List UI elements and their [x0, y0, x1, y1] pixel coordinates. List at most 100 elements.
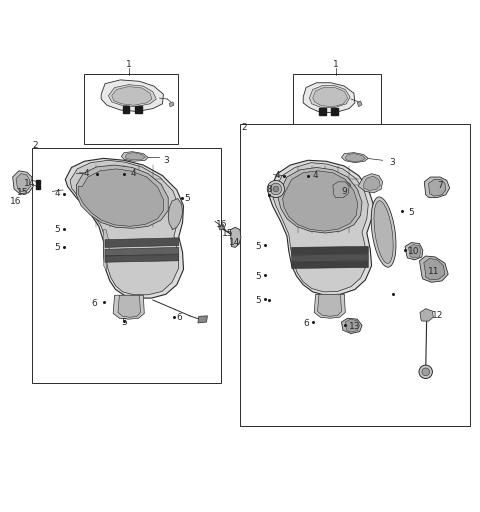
- Polygon shape: [408, 245, 421, 258]
- Text: 1: 1: [333, 60, 338, 69]
- Text: 16: 16: [216, 220, 228, 229]
- Bar: [84, 74, 178, 143]
- Polygon shape: [424, 177, 450, 198]
- Circle shape: [419, 365, 432, 378]
- Text: 5: 5: [408, 208, 414, 218]
- Polygon shape: [303, 83, 355, 113]
- Polygon shape: [345, 319, 360, 332]
- Ellipse shape: [371, 197, 396, 267]
- Circle shape: [422, 368, 430, 376]
- Polygon shape: [169, 102, 174, 106]
- Polygon shape: [168, 199, 182, 230]
- Circle shape: [267, 180, 285, 198]
- Text: 2: 2: [241, 123, 247, 132]
- Bar: [319, 108, 325, 115]
- Polygon shape: [283, 171, 358, 231]
- Text: 16: 16: [10, 198, 22, 206]
- Text: 5: 5: [255, 242, 261, 251]
- Polygon shape: [105, 238, 179, 247]
- Text: 5: 5: [255, 295, 261, 305]
- Bar: [331, 108, 338, 115]
- Text: 5: 5: [255, 271, 261, 281]
- Polygon shape: [105, 247, 179, 256]
- Polygon shape: [118, 295, 141, 317]
- Polygon shape: [424, 259, 445, 280]
- Text: 5: 5: [54, 225, 60, 234]
- Polygon shape: [278, 167, 362, 233]
- Polygon shape: [70, 160, 179, 295]
- Polygon shape: [108, 84, 156, 106]
- Polygon shape: [292, 246, 368, 254]
- Text: 13: 13: [349, 323, 360, 331]
- Polygon shape: [12, 171, 33, 194]
- Polygon shape: [341, 318, 362, 333]
- Text: 5: 5: [121, 317, 127, 327]
- Polygon shape: [218, 224, 225, 230]
- Text: 14: 14: [24, 179, 35, 188]
- Text: 4: 4: [54, 189, 60, 198]
- Text: 5: 5: [54, 243, 60, 252]
- Polygon shape: [333, 182, 349, 198]
- Text: 6: 6: [91, 300, 97, 308]
- Ellipse shape: [374, 201, 393, 263]
- Bar: [32, 148, 221, 383]
- Text: 14: 14: [228, 238, 240, 247]
- Polygon shape: [363, 176, 380, 190]
- Text: 1: 1: [126, 60, 132, 69]
- Text: 12: 12: [432, 311, 443, 321]
- Polygon shape: [76, 165, 168, 228]
- Polygon shape: [314, 294, 345, 318]
- Bar: [123, 106, 130, 113]
- Polygon shape: [405, 243, 423, 260]
- Text: 3: 3: [163, 156, 168, 165]
- Text: 9: 9: [341, 187, 347, 196]
- Polygon shape: [121, 152, 148, 161]
- Polygon shape: [269, 160, 373, 295]
- Text: 5: 5: [184, 194, 190, 203]
- Polygon shape: [273, 163, 368, 292]
- Text: 4: 4: [131, 169, 137, 178]
- Polygon shape: [104, 230, 110, 270]
- Text: 4: 4: [83, 169, 89, 178]
- Text: 3: 3: [389, 158, 395, 167]
- Polygon shape: [113, 295, 144, 319]
- Polygon shape: [420, 256, 448, 282]
- Bar: [36, 185, 40, 188]
- Polygon shape: [341, 153, 368, 163]
- Polygon shape: [112, 87, 152, 105]
- Polygon shape: [313, 88, 348, 106]
- Text: 10: 10: [408, 247, 419, 255]
- Text: 11: 11: [428, 267, 440, 276]
- Text: 6: 6: [303, 318, 309, 328]
- Polygon shape: [359, 174, 383, 193]
- Polygon shape: [420, 309, 433, 321]
- Text: 6: 6: [176, 313, 182, 322]
- Text: 7: 7: [437, 181, 443, 189]
- Polygon shape: [125, 153, 145, 160]
- Polygon shape: [357, 101, 362, 106]
- Polygon shape: [292, 261, 368, 268]
- Polygon shape: [310, 86, 350, 108]
- Polygon shape: [105, 254, 179, 262]
- Circle shape: [270, 183, 282, 195]
- Polygon shape: [318, 294, 341, 316]
- Text: 2: 2: [32, 141, 38, 151]
- Bar: [36, 180, 40, 184]
- Bar: [135, 106, 142, 113]
- Polygon shape: [65, 158, 183, 298]
- Text: 8: 8: [267, 185, 273, 195]
- Polygon shape: [101, 80, 163, 112]
- Polygon shape: [429, 179, 446, 196]
- Text: 15: 15: [17, 188, 28, 197]
- Text: 4: 4: [313, 171, 318, 180]
- Text: 15: 15: [222, 228, 233, 238]
- Circle shape: [273, 186, 279, 192]
- Text: 4: 4: [275, 171, 280, 180]
- Polygon shape: [230, 227, 241, 247]
- Polygon shape: [78, 169, 163, 226]
- Polygon shape: [16, 174, 30, 191]
- Bar: [240, 124, 470, 426]
- Bar: [293, 74, 381, 141]
- Polygon shape: [292, 254, 368, 262]
- Polygon shape: [328, 180, 351, 200]
